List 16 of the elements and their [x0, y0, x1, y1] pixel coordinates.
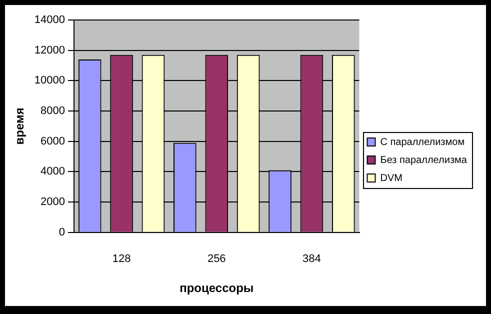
x-tick-label: 128	[112, 253, 131, 266]
y-tick-label: 6000	[40, 135, 65, 148]
y-tick-label: 12000	[34, 44, 65, 56]
y-axis-title: время	[12, 108, 27, 145]
y-tick-label: 10000	[34, 74, 65, 87]
y-tick-label: 2000	[40, 196, 65, 208]
legend-label: С параллелизмом	[380, 136, 465, 148]
legend-label: DVM	[380, 172, 402, 184]
x-axis-title: процессоры	[180, 281, 254, 296]
x-tick-label: 256	[207, 253, 226, 266]
x-tick-label: 384	[302, 253, 321, 266]
legend-label: Без параллелизма	[380, 154, 468, 166]
y-tick-label: 4000	[40, 166, 65, 178]
y-tick-label: 0	[58, 226, 65, 238]
y-tick-label: 14000	[34, 14, 65, 26]
y-tick-label: 8000	[40, 105, 65, 118]
